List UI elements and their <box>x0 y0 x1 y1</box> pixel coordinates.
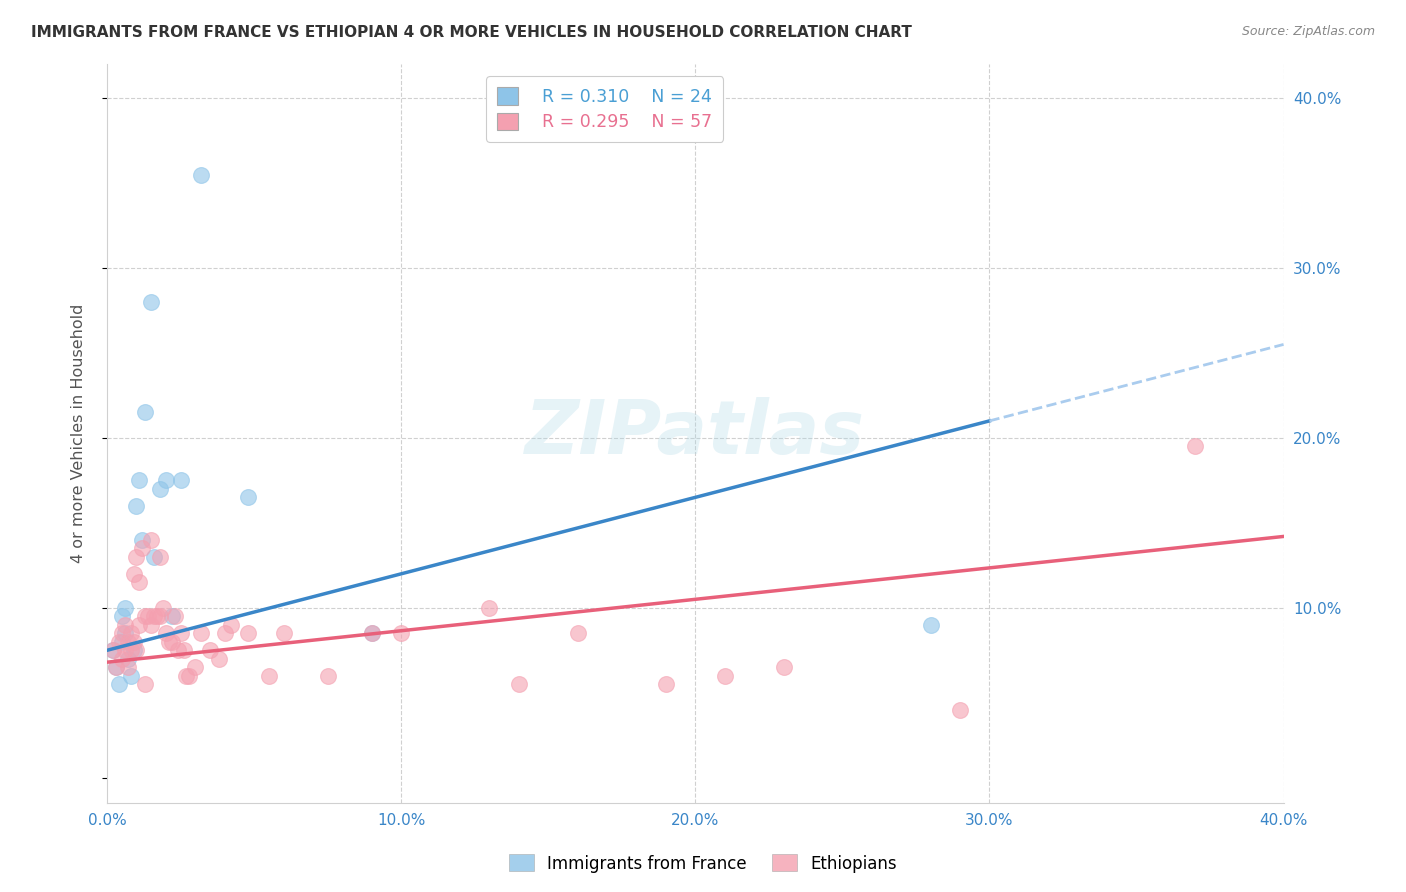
Point <box>131 541 153 556</box>
Point <box>155 474 177 488</box>
Point <box>160 609 183 624</box>
Point <box>111 609 134 624</box>
Point <box>128 474 150 488</box>
Point <box>149 482 172 496</box>
Point <box>257 669 280 683</box>
Point <box>949 703 972 717</box>
Text: Source: ZipAtlas.com: Source: ZipAtlas.com <box>1241 25 1375 38</box>
Point <box>273 626 295 640</box>
Point <box>179 669 201 683</box>
Point <box>131 533 153 547</box>
Point <box>713 669 735 683</box>
Point <box>316 669 339 683</box>
Point <box>128 575 150 590</box>
Point <box>114 600 136 615</box>
Point <box>190 626 212 640</box>
Point <box>120 669 142 683</box>
Point <box>134 677 156 691</box>
Point <box>117 660 139 674</box>
Point <box>134 609 156 624</box>
Point <box>169 474 191 488</box>
Y-axis label: 4 or more Vehicles in Household: 4 or more Vehicles in Household <box>72 304 86 564</box>
Text: ZIPatlas: ZIPatlas <box>526 397 865 470</box>
Point <box>111 652 134 666</box>
Point <box>125 499 148 513</box>
Point <box>655 677 678 691</box>
Point <box>141 617 163 632</box>
Point <box>389 626 412 640</box>
Point <box>120 643 142 657</box>
Point <box>122 634 145 648</box>
Point <box>173 643 195 657</box>
Point <box>120 626 142 640</box>
Point <box>104 660 127 674</box>
Point <box>508 677 530 691</box>
Point <box>134 405 156 419</box>
Point <box>152 600 174 615</box>
Point <box>184 660 207 674</box>
Legend: Immigrants from France, Ethiopians: Immigrants from France, Ethiopians <box>502 847 904 880</box>
Point <box>1184 439 1206 453</box>
Point <box>101 643 124 657</box>
Point <box>128 617 150 632</box>
Point <box>114 626 136 640</box>
Point <box>117 652 139 666</box>
Point <box>122 643 145 657</box>
Point <box>238 491 260 505</box>
Point <box>143 549 166 564</box>
Point <box>155 626 177 640</box>
Point <box>214 626 236 640</box>
Point <box>208 652 231 666</box>
Point <box>772 660 794 674</box>
Point <box>136 609 159 624</box>
Text: IMMIGRANTS FROM FRANCE VS ETHIOPIAN 4 OR MORE VEHICLES IN HOUSEHOLD CORRELATION : IMMIGRANTS FROM FRANCE VS ETHIOPIAN 4 OR… <box>31 25 912 40</box>
Point <box>157 634 180 648</box>
Point <box>219 617 242 632</box>
Legend:   R = 0.310    N = 24,   R = 0.295    N = 57: R = 0.310 N = 24, R = 0.295 N = 57 <box>486 77 723 142</box>
Point <box>108 677 131 691</box>
Point <box>108 634 131 648</box>
Point <box>125 643 148 657</box>
Point <box>238 626 260 640</box>
Point <box>114 617 136 632</box>
Point <box>111 626 134 640</box>
Point <box>149 609 172 624</box>
Point <box>190 168 212 182</box>
Point <box>141 533 163 547</box>
Point <box>125 549 148 564</box>
Point <box>111 634 134 648</box>
Point <box>166 643 188 657</box>
Point <box>101 643 124 657</box>
Point <box>920 617 942 632</box>
Point <box>198 643 221 657</box>
Point <box>360 626 382 640</box>
Point <box>122 566 145 581</box>
Point <box>176 669 198 683</box>
Point <box>163 609 186 624</box>
Point <box>149 549 172 564</box>
Point <box>169 626 191 640</box>
Point <box>360 626 382 640</box>
Point <box>141 295 163 310</box>
Point <box>104 660 127 674</box>
Point <box>143 609 166 624</box>
Point <box>114 643 136 657</box>
Point <box>117 634 139 648</box>
Point <box>478 600 501 615</box>
Point <box>146 609 169 624</box>
Point <box>567 626 589 640</box>
Point <box>160 634 183 648</box>
